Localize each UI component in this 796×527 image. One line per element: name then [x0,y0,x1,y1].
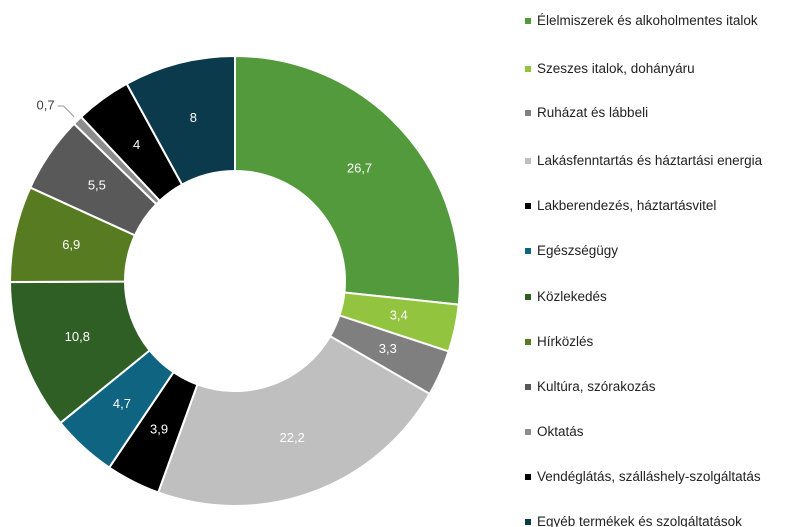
legend-swatch [525,110,531,116]
legend-label: Egészségügy [537,243,619,258]
legend-item: Vendéglátás, szálláshely-szolgáltatás [525,468,787,486]
data-label: 4 [133,137,140,152]
leader-line [57,105,75,118]
data-label: 4,7 [113,396,131,411]
data-label: 5,5 [88,178,106,193]
legend-label: Hírközlés [537,334,594,349]
legend-item: Lakberendezés, háztartásvitel [525,197,787,215]
slice [234,54,461,306]
legend-item: Lakásfenntartás és háztartási energia [525,152,787,170]
data-label: 6,9 [62,237,80,252]
legend-label: Lakberendezés, háztartásvitel [537,198,717,213]
data-label: 8 [190,110,197,125]
data-label: 0,7 [36,97,54,112]
legend-item: Élelmiszerek és alkoholmentes italok [525,12,787,30]
slice [125,54,236,186]
legend-label: Élelmiszerek és alkoholmentes italok [537,13,758,28]
legend-swatch [525,18,531,24]
legend-item: Közlekedés [525,288,787,306]
legend-swatch [525,519,531,525]
legend-swatch [525,158,531,164]
legend-item: Egészségügy [525,242,787,260]
data-label: 3,3 [379,341,397,356]
legend-swatch [525,474,531,480]
legend-item: Egyéb termékek és szolgáltatások [525,513,787,527]
legend-item: Kultúra, szórakozás [525,378,787,396]
data-label: 10,8 [65,329,90,344]
slice [156,334,431,507]
data-label: 3,9 [150,422,168,437]
legend-swatch [525,294,531,300]
legend-label: Lakásfenntartás és háztartási energia [537,153,763,168]
legend-swatch [525,248,531,254]
data-label: 26,7 [347,160,372,175]
legend-label: Ruházat és lábbeli [537,105,649,120]
legend-label: Oktatás [537,424,584,439]
legend-label: Vendéglátás, szálláshely-szolgáltatás [537,469,761,484]
legend-item: Oktatás [525,423,787,441]
legend-item: Hírközlés [525,333,787,351]
legend-swatch [525,384,531,390]
data-label: 3,4 [390,308,408,323]
legend-label: Közlekedés [537,289,607,304]
legend-label: Szeszes italok, dohányáru [537,61,695,76]
legend-label: Kultúra, szórakozás [537,379,656,394]
legend-label: Egyéb termékek és szolgáltatások [537,514,742,527]
donut: 26,7 3,4 3,3 22,2 3,9 4,7 10,8 6,9 5,5 0,7 4 8 [8,54,461,507]
data-label: 22,2 [280,430,305,445]
legend-swatch [525,339,531,345]
legend-swatch [525,203,531,209]
legend-swatch [525,66,531,72]
legend-swatch [525,429,531,435]
legend-item: Ruházat és lábbeli [525,104,787,122]
legend-item: Szeszes italok, dohányáru [525,60,787,78]
